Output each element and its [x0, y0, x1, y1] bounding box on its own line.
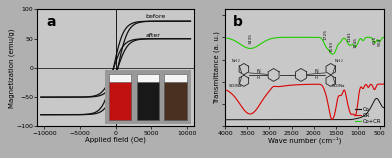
Co [374, 97, 379, 99]
Text: before: before [145, 14, 166, 19]
Text: 1725: 1725 [324, 28, 328, 40]
CR [250, 112, 255, 114]
Text: 1593: 1593 [330, 41, 334, 52]
Y-axis label: Magnetization (emu/g): Magnetization (emu/g) [8, 28, 15, 108]
Co [379, 104, 383, 106]
Co+CR [250, 47, 255, 49]
X-axis label: Applied field (Oe): Applied field (Oe) [85, 137, 146, 143]
CR [241, 108, 246, 110]
X-axis label: Wave number (cm⁻¹): Wave number (cm⁻¹) [268, 137, 341, 144]
Co [291, 119, 296, 121]
CR [330, 118, 334, 120]
Text: after: after [145, 33, 160, 38]
Co+CR [309, 36, 314, 38]
Co [250, 119, 255, 121]
Co+CR [379, 39, 383, 40]
Co+CR [241, 45, 246, 47]
Text: a: a [47, 15, 56, 29]
Text: b: b [233, 15, 243, 29]
CR [362, 86, 367, 88]
CR [379, 83, 383, 85]
CR [382, 83, 387, 85]
Co [382, 107, 387, 109]
Line: Co: Co [225, 98, 384, 120]
Text: 1181: 1181 [348, 31, 352, 42]
Line: Co+CR: Co+CR [225, 37, 384, 54]
CR [284, 85, 289, 87]
Legend: Co, CR, Co+CR: Co, CR, Co+CR [355, 107, 381, 124]
Co+CR [362, 39, 367, 41]
Co [223, 119, 228, 121]
Co+CR [382, 36, 387, 38]
Co [284, 119, 289, 121]
Co [241, 119, 246, 121]
Text: 1045: 1045 [354, 37, 358, 49]
CR [223, 89, 228, 91]
Text: 615: 615 [373, 36, 377, 44]
Co+CR [284, 36, 289, 38]
Co+CR [330, 53, 335, 55]
Line: CR: CR [225, 84, 384, 119]
Text: 3435: 3435 [248, 33, 252, 44]
Y-axis label: Transmittance (a. u.): Transmittance (a. u.) [213, 31, 220, 104]
Co+CR [291, 36, 296, 38]
Co [361, 115, 366, 117]
Text: 504: 504 [377, 38, 381, 46]
Co+CR [223, 37, 228, 39]
CR [291, 84, 296, 86]
